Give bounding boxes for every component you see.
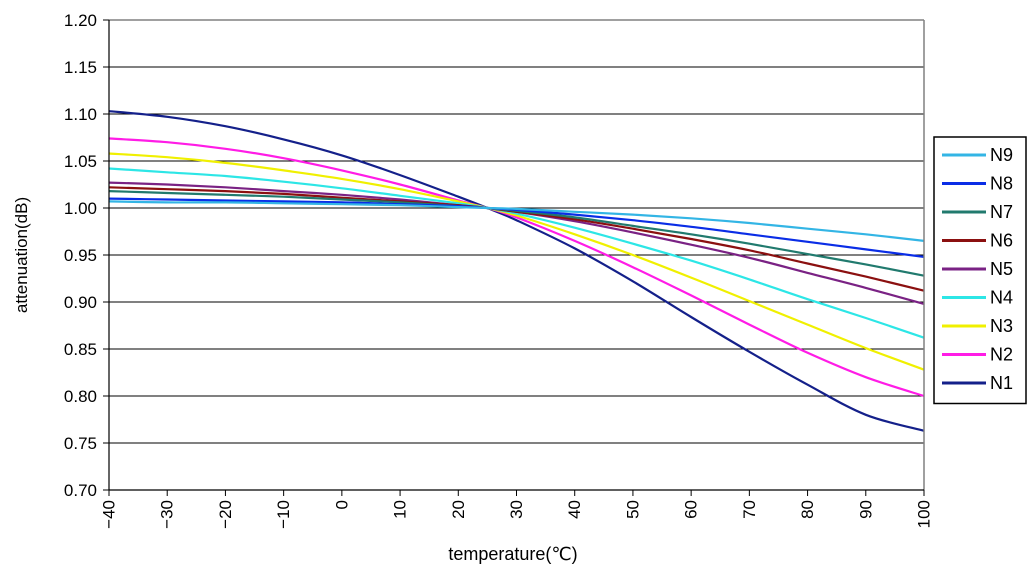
x-tick-label: 60 bbox=[682, 500, 701, 519]
legend-label-n7: N7 bbox=[990, 202, 1013, 222]
y-tick-label: 0.80 bbox=[64, 387, 97, 406]
x-tick-label: −10 bbox=[274, 500, 293, 529]
legend-label-n2: N2 bbox=[990, 345, 1013, 365]
x-tick-label: −30 bbox=[158, 500, 177, 529]
legend-label-n6: N6 bbox=[990, 231, 1013, 251]
y-tick-label: 0.85 bbox=[64, 340, 97, 359]
x-tick-label: 40 bbox=[565, 500, 584, 519]
series-line-n1 bbox=[108, 110, 925, 432]
x-tick-label: −20 bbox=[216, 500, 235, 529]
y-tick-label: 1.05 bbox=[64, 152, 97, 171]
y-tick-label: 1.10 bbox=[64, 105, 97, 124]
x-tick-label: 90 bbox=[856, 500, 875, 519]
y-tick-label: 1.00 bbox=[64, 199, 97, 218]
x-axis-title: temperature(℃) bbox=[448, 544, 577, 564]
x-tick-label: 80 bbox=[798, 500, 817, 519]
x-tick-label: 10 bbox=[391, 500, 410, 519]
y-tick-label: 0.95 bbox=[64, 246, 97, 265]
y-tick-label: 1.20 bbox=[64, 11, 97, 30]
y-tick-label: 0.70 bbox=[64, 481, 97, 500]
legend-label-n4: N4 bbox=[990, 288, 1013, 308]
x-tick-label: 100 bbox=[915, 500, 934, 528]
x-tick-label: 0 bbox=[332, 500, 351, 509]
legend-label-n8: N8 bbox=[990, 174, 1013, 194]
legend-label-n3: N3 bbox=[990, 316, 1013, 336]
legend-label-n5: N5 bbox=[990, 259, 1013, 279]
y-tick-label: 0.75 bbox=[64, 434, 97, 453]
x-tick-label: 30 bbox=[507, 500, 526, 519]
y-tick-label: 1.15 bbox=[64, 58, 97, 77]
legend: N9 N8 N7 N6 N5 N4 N3 N2 N1 bbox=[933, 136, 1027, 405]
x-tick-label: 20 bbox=[449, 500, 468, 519]
x-tick-label: 70 bbox=[740, 500, 759, 519]
y-tick-label: 0.90 bbox=[64, 293, 97, 312]
x-tick-label: −40 bbox=[100, 500, 119, 529]
series-line-n9 bbox=[108, 200, 925, 242]
x-tick-label: 50 bbox=[623, 500, 642, 519]
legend-label-n9: N9 bbox=[990, 145, 1013, 165]
y-axis-title: attenuation(dB) bbox=[12, 197, 31, 313]
legend-label-n1: N1 bbox=[990, 373, 1013, 393]
